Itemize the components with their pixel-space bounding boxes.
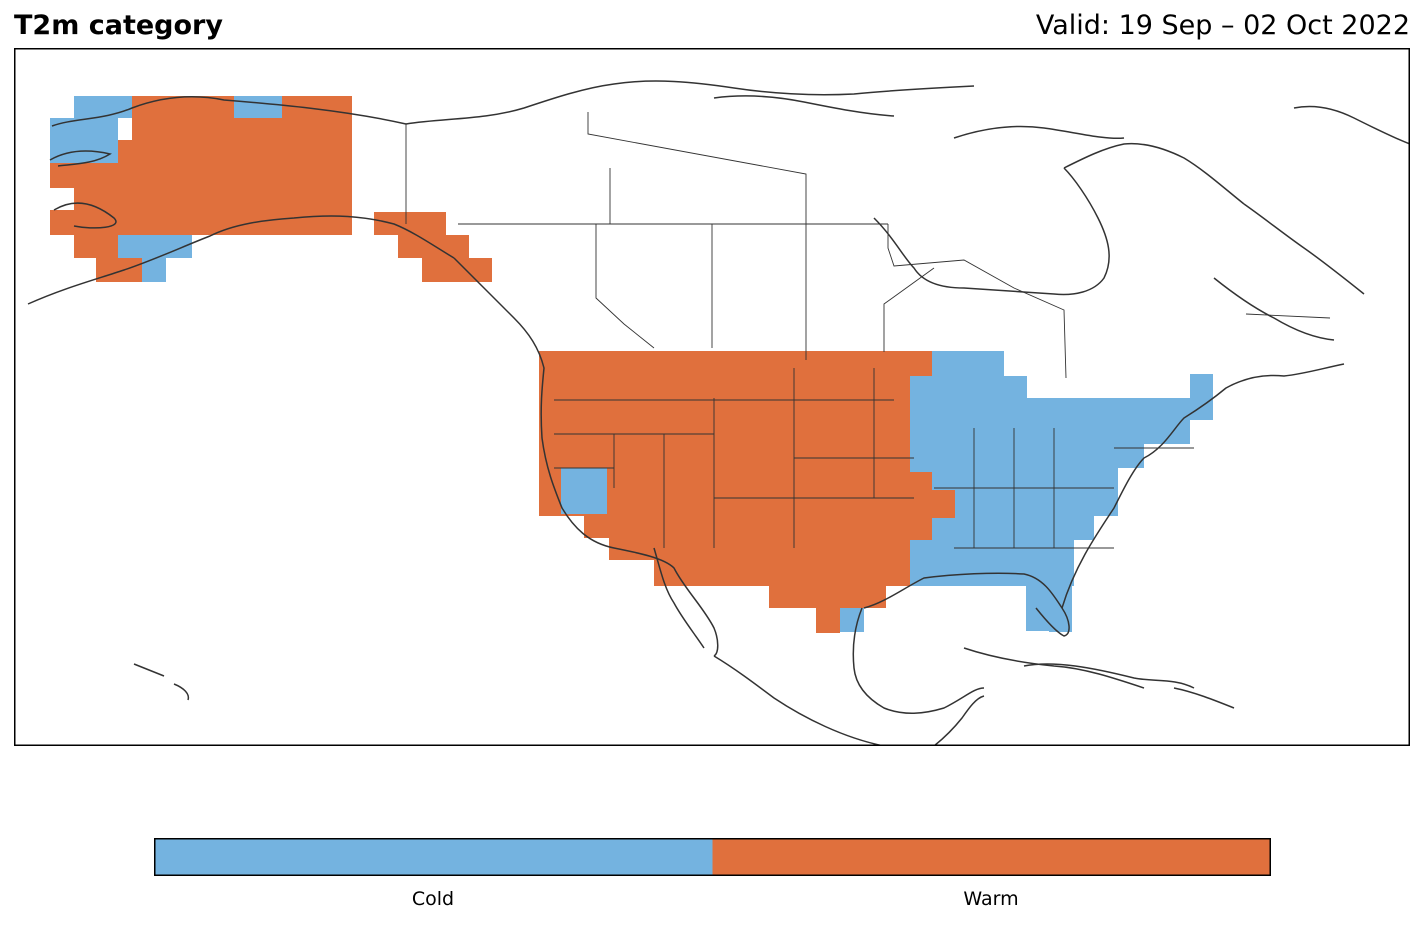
arctic-coastlines (405, 80, 1410, 341)
warm-cells-west-central (539, 351, 955, 633)
colorbar-label-cold: Cold (411, 888, 455, 910)
colorbar-warm-segment (712, 839, 1270, 875)
colorbar-label-warm: Warm (963, 888, 1019, 910)
cold-cells-east (910, 351, 1213, 632)
cold-cell (118, 235, 192, 258)
cold-cell (74, 96, 132, 118)
forecast-map (14, 48, 1410, 746)
cold-cell-california (561, 468, 607, 514)
coastlines (27, 96, 1345, 746)
region-conus (539, 351, 1213, 633)
valid-period: Valid: 19 Sep – 02 Oct 2022 (1035, 10, 1410, 41)
borders (405, 112, 1331, 549)
warm-cells-bc-coast (374, 212, 492, 282)
cold-cell (234, 96, 282, 118)
colorbar-cold-segment (155, 839, 713, 875)
map-title: T2m category (14, 10, 223, 41)
colorbar (154, 838, 1271, 881)
cold-cell (50, 118, 118, 163)
